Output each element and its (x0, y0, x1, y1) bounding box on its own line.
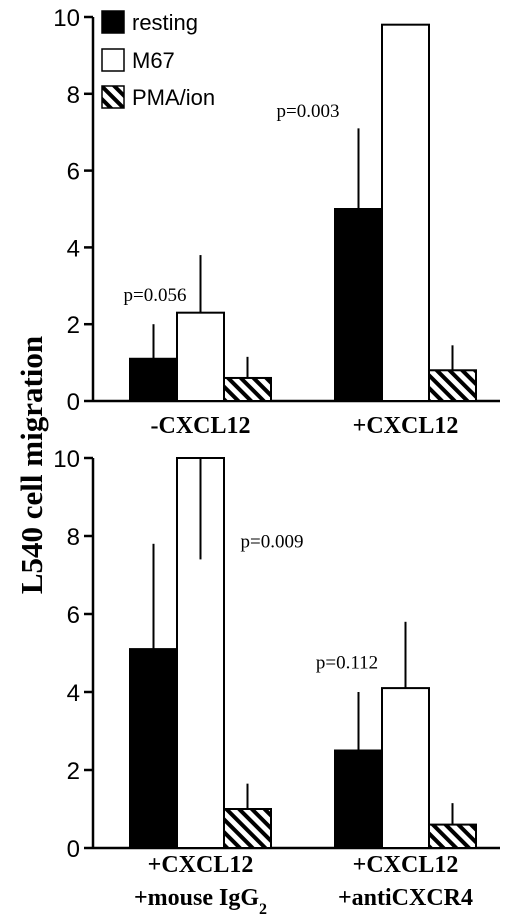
category-label: +CXCL12 (148, 852, 254, 878)
category-label: +CXCL12 (353, 852, 459, 878)
y-tick-label: 10 (53, 446, 80, 473)
bar-pma-ion (223, 808, 272, 849)
y-tick-label: 10 (53, 5, 80, 32)
y-tick-label: 6 (67, 159, 80, 186)
legend-swatch-pma-ion (101, 85, 125, 109)
bar-resting (334, 749, 383, 849)
y-tick-label: 4 (67, 235, 80, 262)
p-value-annotation: p=0.003 (277, 101, 340, 122)
y-axis-label: L540 cell migration (14, 336, 49, 594)
bar-m67 (176, 311, 225, 402)
legend-swatch-m67 (101, 48, 125, 72)
category-label: +mouse IgG2 (134, 885, 267, 918)
y-tick-label: 2 (67, 312, 80, 339)
bar-pma-ion (428, 823, 477, 849)
bar-resting (129, 648, 178, 849)
category-label: -CXCL12 (151, 413, 251, 439)
bar-resting (334, 208, 383, 402)
legend-swatch-resting (101, 10, 125, 34)
legend-item-resting: resting (101, 10, 198, 35)
y-tick-label: 4 (67, 680, 80, 707)
panel-top: 0 2 4 6 8 10 -CXCL12 +CXCL12 p=0.056 p=0.003 (53, 5, 500, 439)
p-value-annotation: p=0.056 (124, 285, 187, 306)
bar-m67 (381, 687, 430, 849)
y-tick-label: 0 (67, 836, 80, 863)
category-label-subscript: 2 (259, 901, 267, 918)
bar-resting (129, 357, 178, 403)
legend-label-m67: M67 (132, 48, 175, 73)
bar-m67 (381, 23, 430, 403)
legend: resting M67 PMA/ion (101, 10, 215, 110)
category-label: +CXCL12 (353, 413, 459, 439)
legend-item-pma-ion: PMA/ion (101, 85, 215, 110)
y-tick-label: 8 (67, 82, 80, 109)
p-value-annotation: p=0.009 (241, 532, 304, 553)
p-value-annotation: p=0.112 (316, 653, 378, 674)
y-tick-label: 0 (67, 389, 80, 416)
y-tick-label: 2 (67, 758, 80, 785)
legend-label-pma-ion: PMA/ion (132, 85, 215, 110)
y-tick-label: 8 (67, 524, 80, 551)
legend-label-resting: resting (132, 10, 198, 35)
panel-bottom: 0 2 4 6 8 10 +CXCL12 +mouse IgG2 +CXCL12 +antiCXC… (53, 446, 500, 918)
bar-pma-ion (428, 369, 477, 402)
y-tick-label: 6 (67, 602, 80, 629)
category-label: +antiCXCR4 (338, 885, 473, 911)
bar-pma-ion (223, 376, 272, 402)
legend-item-m67: M67 (101, 48, 175, 73)
